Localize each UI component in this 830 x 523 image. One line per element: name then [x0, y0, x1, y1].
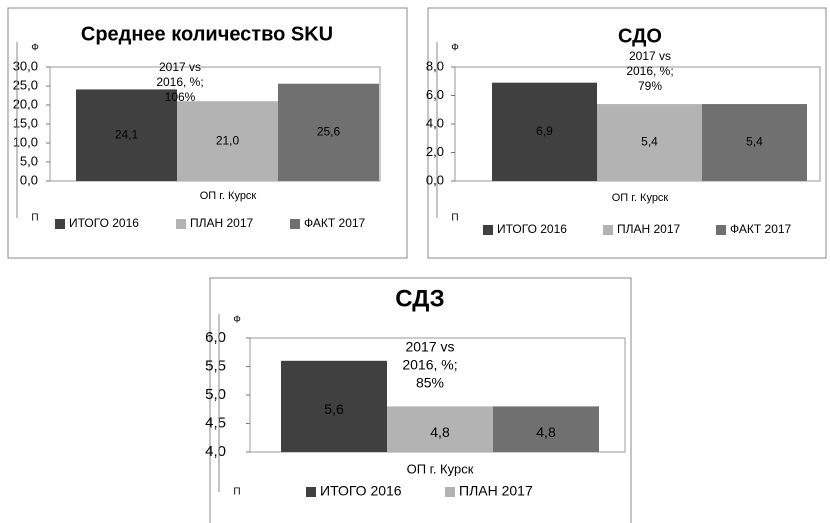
- annotation: 2016, %;: [402, 357, 457, 373]
- chart-title: СДЗ: [395, 285, 444, 312]
- bar: [278, 83, 379, 181]
- y-tick-label: 4,5: [205, 414, 226, 431]
- legend-label: ПЛАН 2017: [459, 483, 533, 499]
- value-label: 4,8: [430, 424, 450, 440]
- annotation: 2017 vs: [405, 339, 454, 355]
- legend-swatch: [716, 225, 726, 235]
- y-tick-label: 0,0: [20, 172, 38, 187]
- y-tick-label: 25,0: [13, 77, 38, 92]
- annotation: 2017 vs: [159, 60, 201, 74]
- chart-title: СДО: [618, 25, 662, 47]
- value-label: 5,6: [324, 401, 344, 417]
- axis-bottom-label: П: [233, 487, 240, 498]
- legend-label: ФАКТ 2017: [304, 216, 366, 230]
- annotation: 2017 vs: [629, 49, 671, 63]
- legend-swatch: [445, 487, 455, 497]
- value-label: 5,4: [746, 135, 763, 149]
- annotation: 106%: [165, 90, 196, 104]
- value-label: 24,1: [115, 127, 139, 141]
- y-tick-label: 10,0: [13, 134, 38, 149]
- chart: СДО 0,0 2,0 4,0 6,0 8,0 Ф П 6,9 ИТОГО 2016 5,4 ПЛАН…: [426, 7, 827, 259]
- chart: СДЗ 4,0 4,5 5,0 5,5 6,0 Ф П 5,6 ИТОГО 2016 4,8 ПЛАН…: [205, 277, 632, 523]
- x-tick-label: ОП г. Курск: [407, 461, 474, 476]
- legend-swatch: [306, 487, 316, 497]
- y-tick-label: 6,0: [426, 87, 444, 102]
- legend-swatch: [176, 219, 186, 229]
- bar: [387, 406, 493, 452]
- axis-bottom-label: П: [451, 213, 458, 224]
- axis-top-label: Ф: [31, 43, 39, 54]
- y-tick-label: 0,0: [426, 172, 444, 187]
- bar: [492, 82, 597, 181]
- chart: Среднее количество SKU 0,0 5,0 10,0 15,0 20,0…: [7, 7, 408, 259]
- legend-label: ИТОГО 2016: [497, 222, 567, 236]
- value-label: 21,0: [216, 133, 240, 147]
- x-tick-label: ОП г. Курск: [200, 190, 257, 202]
- axis-top-label: Ф: [451, 43, 459, 54]
- axis-top-label: Ф: [233, 315, 241, 326]
- y-tick-label: 5,5: [205, 357, 226, 374]
- legend-label: ПЛАН 2017: [190, 216, 254, 230]
- legend-label: ИТОГО 2016: [320, 483, 402, 499]
- value-label: 5,4: [641, 135, 658, 149]
- y-tick-label: 5,0: [20, 153, 38, 168]
- bar: [493, 406, 599, 452]
- y-tick-label: 6,0: [205, 329, 226, 346]
- y-tick-label: 5,0: [205, 386, 226, 403]
- y-tick-label: 4,0: [426, 115, 444, 130]
- annotation: 79%: [638, 79, 662, 93]
- legend-swatch: [55, 219, 65, 229]
- legend-label: ФАКТ 2017: [730, 222, 792, 236]
- legend-swatch: [603, 225, 613, 235]
- bar: [702, 104, 807, 181]
- legend-label: ПЛАН 2017: [617, 222, 681, 236]
- y-tick-label: 20,0: [13, 96, 38, 111]
- legend-swatch: [290, 219, 300, 229]
- annotation: 85%: [416, 375, 444, 391]
- chart-frame: [209, 277, 632, 523]
- annotation: 2016, %;: [626, 64, 673, 78]
- y-tick-label: 30,0: [13, 58, 38, 73]
- y-tick-label: 2,0: [426, 144, 444, 159]
- bar: [177, 101, 278, 181]
- value-label: 4,8: [536, 424, 556, 440]
- y-tick-label: 8,0: [426, 58, 444, 73]
- axis-bottom-label: П: [31, 213, 38, 224]
- y-tick-label: 4,0: [205, 443, 226, 460]
- value-label: 25,6: [317, 125, 341, 139]
- legend-swatch: [483, 225, 493, 235]
- bar: [281, 360, 387, 452]
- chart-title: Среднее количество SKU: [81, 23, 333, 45]
- value-label: 6,9: [536, 124, 553, 138]
- y-tick-label: 15,0: [13, 115, 38, 130]
- bar: [76, 89, 177, 181]
- bar: [597, 104, 702, 181]
- annotation: 2016, %;: [156, 75, 203, 89]
- x-tick-label: ОП г. Курск: [612, 192, 669, 204]
- legend-label: ИТОГО 2016: [69, 216, 139, 230]
